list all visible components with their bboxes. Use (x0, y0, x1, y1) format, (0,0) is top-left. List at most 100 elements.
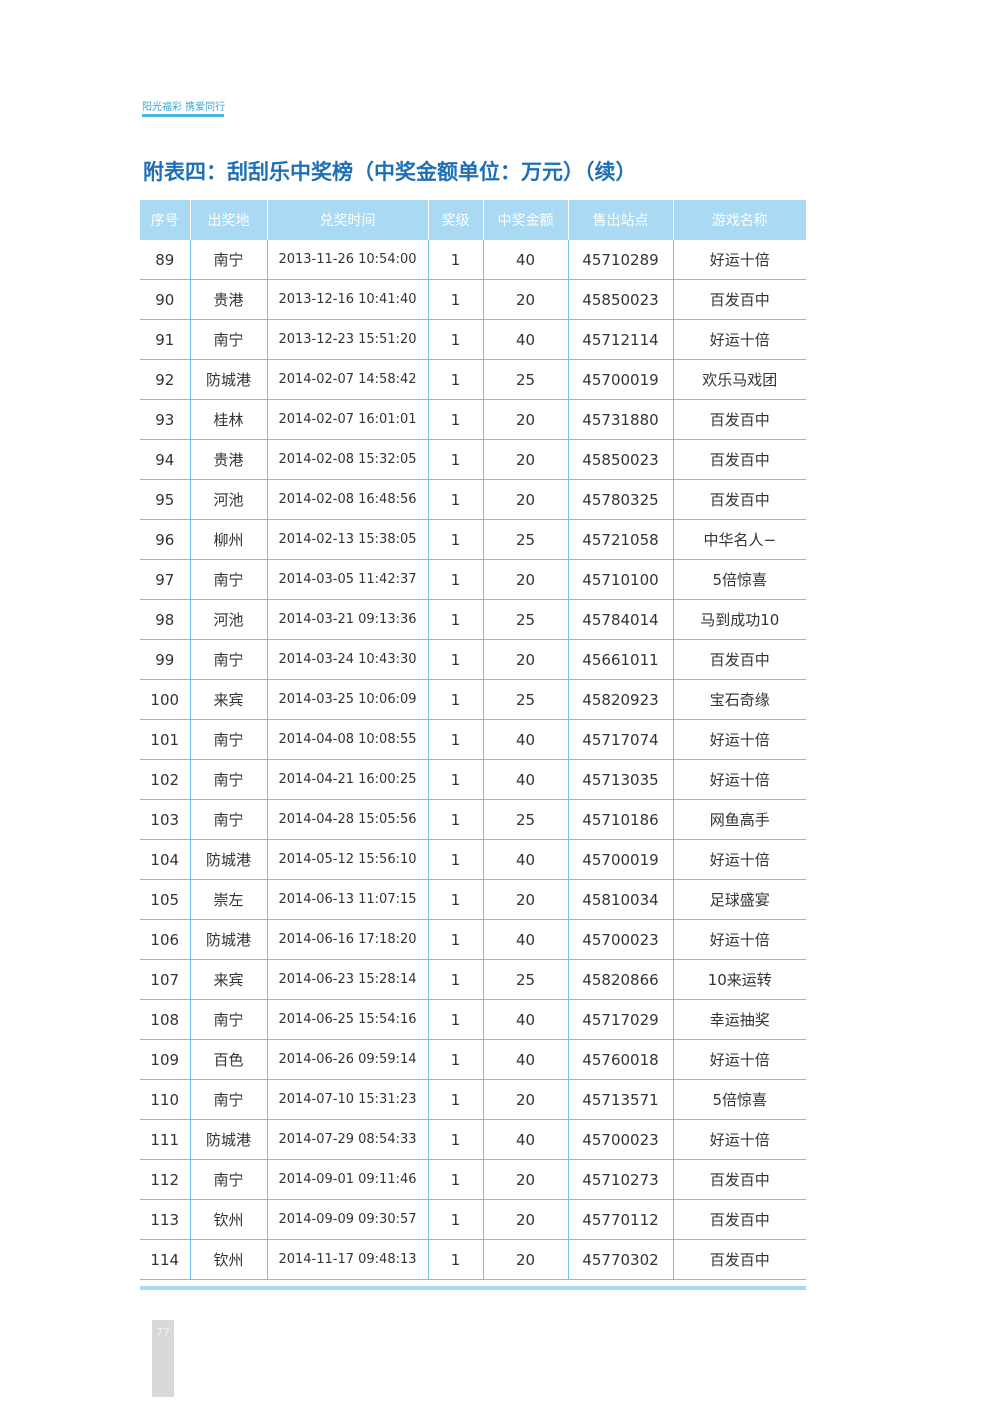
cell-prize-level: 1 (428, 1119, 484, 1160)
cell-game-name: 百发百中 (673, 1159, 806, 1200)
cell-location: 南宁 (190, 759, 268, 800)
cell-prize-amount: 20 (483, 879, 569, 920)
cell-prize-level: 1 (428, 1239, 484, 1280)
cell-redeem-time: 2014-02-07 14:58:42 (267, 359, 429, 400)
cell-prize-amount: 40 (483, 759, 569, 800)
cell-prize-amount: 25 (483, 599, 569, 640)
cell-game-name: 好运十倍 (673, 240, 806, 280)
cell-prize-amount: 20 (483, 639, 569, 680)
cell-serial: 111 (140, 1119, 191, 1160)
cell-location: 南宁 (190, 999, 268, 1040)
cell-game-name: 好运十倍 (673, 839, 806, 880)
cell-location: 防城港 (190, 1119, 268, 1160)
cell-redeem-time: 2014-04-28 15:05:56 (267, 799, 429, 840)
cell-game-name: 幸运抽奖 (673, 999, 806, 1040)
table-row: 104 防城港 2014-05-12 15:56:10 1 40 45700019 好运十倍 (140, 839, 806, 880)
cell-prize-amount: 20 (483, 559, 569, 600)
table-row: 101 南宁 2014-04-08 10:08:55 1 40 45717074 好运十倍 (140, 719, 806, 760)
table-row: 95 河池 2014-02-08 16:48:56 1 20 45780325 百发百中 (140, 479, 806, 520)
column-header-prize-amount: 中奖金额 (483, 200, 569, 240)
table-row: 113 钦州 2014-09-09 09:30:57 1 20 45770112 百发百中 (140, 1199, 806, 1240)
cell-sales-station: 45784014 (568, 599, 674, 640)
cell-prize-level: 1 (428, 639, 484, 680)
cell-redeem-time: 2014-06-16 17:18:20 (267, 919, 429, 960)
cell-location: 防城港 (190, 839, 268, 880)
cell-serial: 113 (140, 1199, 191, 1240)
cell-game-name: 好运十倍 (673, 1119, 806, 1160)
cell-prize-amount: 20 (483, 279, 569, 320)
column-header-redeem-time: 兑奖时间 (267, 200, 429, 240)
table-row: 106 防城港 2014-06-16 17:18:20 1 40 45700023 好运十倍 (140, 919, 806, 960)
cell-location: 桂林 (190, 399, 268, 440)
cell-prize-amount: 20 (483, 399, 569, 440)
cell-redeem-time: 2014-02-08 16:48:56 (267, 479, 429, 520)
table-row: 110 南宁 2014-07-10 15:31:23 1 20 45713571 5倍惊喜 (140, 1079, 806, 1120)
cell-prize-amount: 20 (483, 1239, 569, 1280)
cell-redeem-time: 2014-07-10 15:31:23 (267, 1079, 429, 1120)
cell-prize-level: 1 (428, 399, 484, 440)
cell-redeem-time: 2014-02-08 15:32:05 (267, 439, 429, 480)
cell-serial: 91 (140, 319, 191, 360)
cell-serial: 105 (140, 879, 191, 920)
table-row: 96 柳州 2014-02-13 15:38:05 1 25 45721058 中华名人− (140, 519, 806, 560)
cell-redeem-time: 2014-03-24 10:43:30 (267, 639, 429, 680)
cell-game-name: 马到成功10 (673, 599, 806, 640)
cell-prize-amount: 20 (483, 1159, 569, 1200)
cell-serial: 102 (140, 759, 191, 800)
cell-serial: 97 (140, 559, 191, 600)
column-header-location: 出奖地 (190, 200, 268, 240)
cell-sales-station: 45661011 (568, 639, 674, 680)
cell-prize-level: 1 (428, 519, 484, 560)
table-row: 102 南宁 2014-04-21 16:00:25 1 40 45713035 好运十倍 (140, 759, 806, 800)
cell-redeem-time: 2014-03-25 10:06:09 (267, 679, 429, 720)
cell-prize-amount: 40 (483, 1039, 569, 1080)
cell-prize-level: 1 (428, 879, 484, 920)
table-row: 108 南宁 2014-06-25 15:54:16 1 40 45717029 幸运抽奖 (140, 999, 806, 1040)
cell-sales-station: 45731880 (568, 399, 674, 440)
cell-prize-level: 1 (428, 599, 484, 640)
cell-sales-station: 45820923 (568, 679, 674, 720)
cell-prize-amount: 40 (483, 999, 569, 1040)
cell-prize-level: 1 (428, 359, 484, 400)
cell-game-name: 百发百中 (673, 279, 806, 320)
cell-sales-station: 45850023 (568, 439, 674, 480)
cell-sales-station: 45700023 (568, 1119, 674, 1160)
cell-game-name: 好运十倍 (673, 759, 806, 800)
cell-sales-station: 45710186 (568, 799, 674, 840)
cell-location: 贵港 (190, 439, 268, 480)
cell-sales-station: 45710273 (568, 1159, 674, 1200)
cell-prize-amount: 20 (483, 439, 569, 480)
cell-prize-amount: 20 (483, 1199, 569, 1240)
cell-serial: 93 (140, 399, 191, 440)
cell-sales-station: 45721058 (568, 519, 674, 560)
cell-game-name: 百发百中 (673, 1199, 806, 1240)
cell-prize-level: 1 (428, 719, 484, 760)
cell-redeem-time: 2014-04-21 16:00:25 (267, 759, 429, 800)
cell-sales-station: 45713035 (568, 759, 674, 800)
column-header-sales-station: 售出站点 (568, 200, 674, 240)
column-header-serial: 序号 (140, 200, 191, 240)
cell-sales-station: 45700019 (568, 839, 674, 880)
cell-game-name: 百发百中 (673, 399, 806, 440)
cell-location: 钦州 (190, 1239, 268, 1280)
table-row: 114 钦州 2014-11-17 09:48:13 1 20 45770302 百发百中 (140, 1239, 806, 1280)
cell-sales-station: 45700019 (568, 359, 674, 400)
cell-redeem-time: 2014-06-13 11:07:15 (267, 879, 429, 920)
cell-location: 南宁 (190, 559, 268, 600)
cell-prize-level: 1 (428, 439, 484, 480)
cell-serial: 98 (140, 599, 191, 640)
table-bottom-rule (140, 1286, 806, 1290)
cell-serial: 95 (140, 479, 191, 520)
cell-serial: 112 (140, 1159, 191, 1200)
cell-game-name: 好运十倍 (673, 719, 806, 760)
cell-redeem-time: 2014-06-25 15:54:16 (267, 999, 429, 1040)
header-tag: 阳光福彩 携爱同行 (142, 102, 226, 113)
cell-prize-level: 1 (428, 799, 484, 840)
cell-location: 崇左 (190, 879, 268, 920)
table-row: 89 南宁 2013-11-26 10:54:00 1 40 45710289 好运十倍 (140, 240, 806, 280)
column-header-prize-level: 奖级 (428, 200, 484, 240)
cell-prize-level: 1 (428, 839, 484, 880)
table-row: 94 贵港 2014-02-08 15:32:05 1 20 45850023 百发百中 (140, 439, 806, 480)
cell-sales-station: 45712114 (568, 319, 674, 360)
cell-location: 贵港 (190, 279, 268, 320)
